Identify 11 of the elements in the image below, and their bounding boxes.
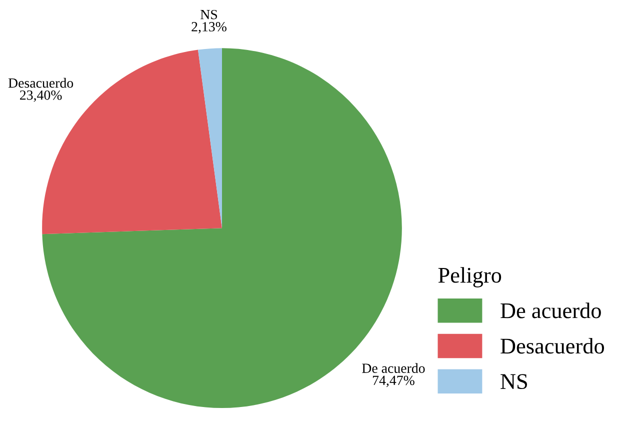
legend-label: Desacuerdo [500, 338, 604, 354]
data-label: 2,13% [192, 22, 226, 34]
data-label: 23,40% [20, 90, 62, 102]
slice-label: NS [200, 10, 218, 20]
data-label: 74,47% [372, 376, 414, 388]
slice-label: Desacuerdo [8, 78, 74, 88]
legend-label: De acuerdo [500, 302, 601, 318]
legend-title: Peligro [438, 267, 502, 288]
legend-label: NS [500, 374, 527, 390]
pie-slice [198, 48, 222, 228]
slice-label: De acuerdo [362, 363, 425, 373]
